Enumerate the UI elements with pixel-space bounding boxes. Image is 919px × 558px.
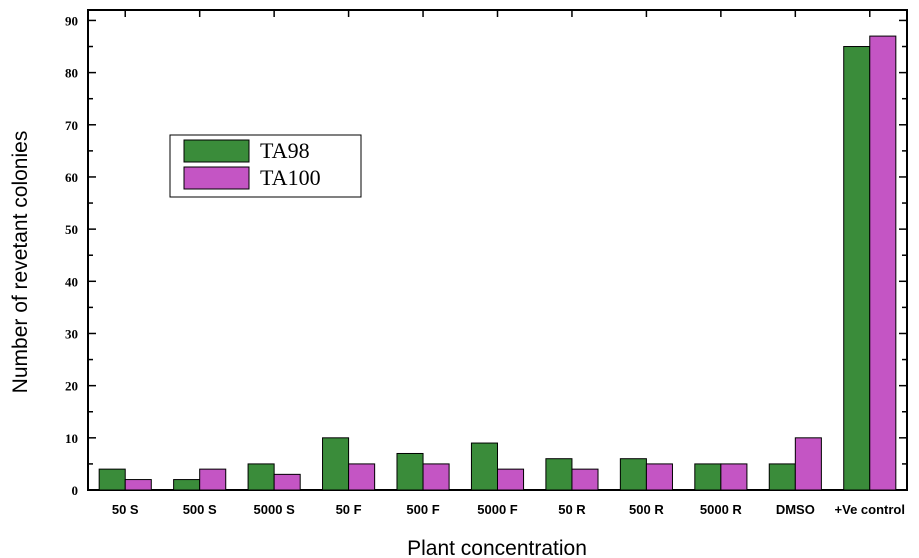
x-tick-label: 500 S — [183, 502, 217, 517]
bar-ta98 — [843, 46, 871, 491]
y-tick-label: 50 — [65, 222, 78, 237]
plot-border — [87, 9, 908, 491]
bar-ta98 — [768, 463, 796, 491]
bar-ta100 — [571, 468, 599, 491]
bar-ta100 — [348, 463, 376, 491]
bar-ta98 — [173, 479, 201, 491]
y-tick-label: 30 — [65, 326, 78, 341]
bar-ta98 — [396, 452, 424, 491]
y-tick-label: 10 — [65, 431, 78, 446]
bar-ta100 — [720, 463, 748, 491]
legend-label-ta100: TA100 — [260, 165, 321, 190]
bars — [98, 35, 897, 491]
bar-ta100 — [645, 463, 673, 491]
bar-ta98 — [322, 437, 350, 491]
y-tick-label: 80 — [65, 66, 78, 81]
y-axis-title: Number of revetant colonies — [9, 131, 32, 394]
bar-ta98 — [694, 463, 722, 491]
x-tick-label: 50 R — [558, 502, 586, 517]
x-tick-label: 500 R — [629, 502, 664, 517]
bar-ta100 — [794, 437, 822, 491]
x-tick-label: 5000 S — [254, 502, 296, 517]
x-tick-label: 50 S — [112, 502, 139, 517]
x-tick-label: 500 F — [406, 502, 439, 517]
y-tick-label: 20 — [65, 379, 78, 394]
bar-ta100 — [273, 473, 301, 491]
y-tick-label: 0 — [72, 483, 79, 498]
bar-ta98 — [247, 463, 275, 491]
bar-ta100 — [124, 479, 152, 491]
y-tick-label: 90 — [65, 13, 78, 28]
y-tick-label: 70 — [65, 118, 78, 133]
x-tick-label: +Ve control — [835, 502, 905, 517]
bar-ta98 — [470, 442, 499, 491]
x-tick-label: DMSO — [776, 502, 815, 517]
y-axis-ticks: 0 10 20 30 40 50 60 70 80 90 — [65, 13, 907, 498]
bar-ta100 — [422, 463, 450, 491]
bar-ta98 — [619, 458, 647, 491]
bar-ta98 — [98, 468, 126, 491]
x-tick-label: 5000 R — [700, 502, 743, 517]
y-tick-label: 40 — [65, 274, 78, 289]
y-tick-label: 60 — [65, 170, 78, 185]
plot-frame — [87, 9, 908, 491]
x-axis-ticks: 50 S 500 S 5000 S 50 F 500 F 5000 F 50 R 500 R 5… — [112, 10, 905, 517]
bar-ta100 — [869, 35, 897, 491]
bar-ta100 — [199, 468, 227, 491]
x-tick-label: 5000 F — [477, 502, 518, 517]
bar-ta100 — [497, 468, 525, 491]
legend-label-ta98: TA98 — [260, 138, 310, 163]
legend-swatch-ta100 — [183, 166, 250, 190]
bar-ta98 — [545, 458, 573, 491]
legend-swatch-ta98 — [183, 139, 250, 163]
x-tick-label: 50 F — [336, 502, 362, 517]
x-axis-title: Plant concentration — [407, 537, 587, 558]
